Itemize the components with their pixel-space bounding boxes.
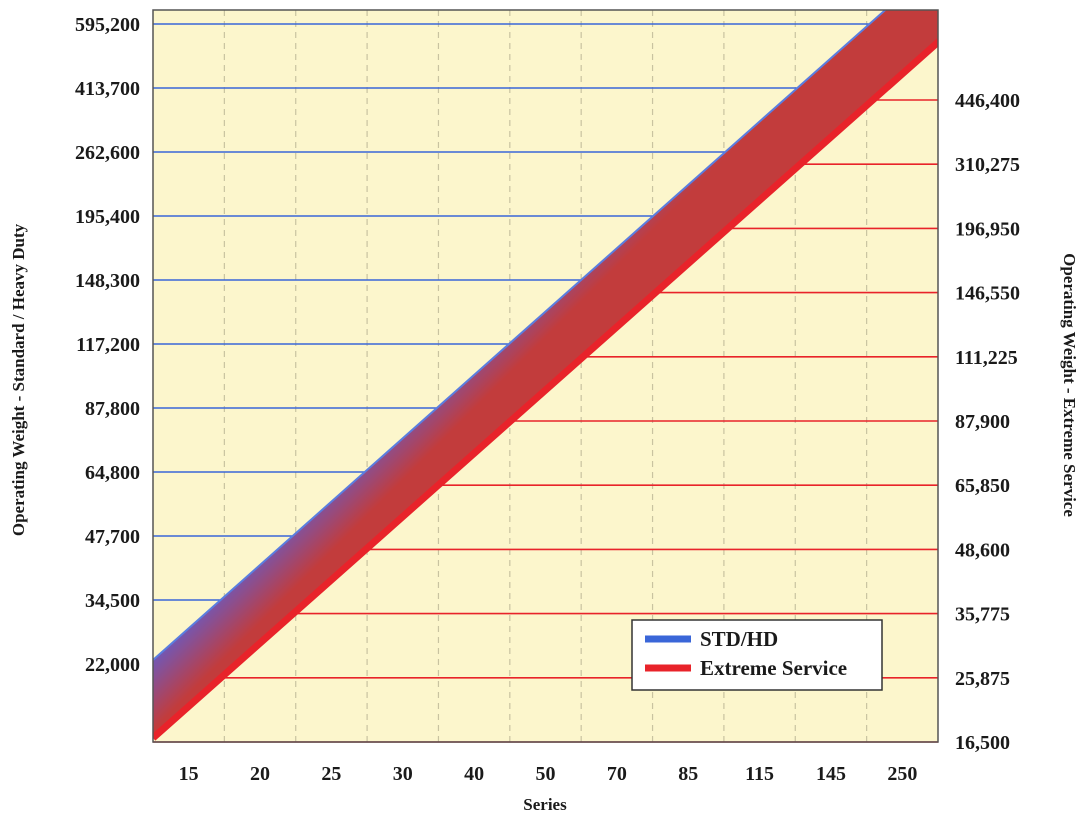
left-axis-ticks: 595,200 413,700 262,600 195,400 148,300 117,2… bbox=[75, 14, 140, 676]
right-tick-label: 16,500 bbox=[955, 732, 1010, 754]
right-tick-label: 446,400 bbox=[955, 90, 1020, 112]
right-tick-label: 35,775 bbox=[955, 604, 1010, 626]
x-tick-label: 145 bbox=[816, 763, 846, 785]
x-tick-label: 25 bbox=[321, 763, 341, 785]
x-tick-label: 50 bbox=[536, 763, 556, 785]
left-axis-title: Operating Weight - Standard / Heavy Duty bbox=[9, 223, 28, 536]
left-tick-label: 64,800 bbox=[85, 462, 140, 484]
legend-box bbox=[631, 619, 883, 691]
x-tick-label: 250 bbox=[887, 763, 917, 785]
right-tick-label: 146,550 bbox=[955, 283, 1020, 305]
right-axis-ticks: 446,400 310,275 196,950 146,550 111,225 87,90… bbox=[955, 90, 1020, 754]
right-tick-label: 310,275 bbox=[955, 154, 1020, 176]
std-hd-edge-line bbox=[153, 10, 887, 661]
std-hd-band bbox=[153, 10, 938, 736]
x-tick-label: 30 bbox=[393, 763, 413, 785]
right-tick-label: 48,600 bbox=[955, 539, 1010, 561]
extreme-service-line bbox=[153, 37, 938, 741]
legend-extreme-service-label: Extreme Service bbox=[700, 656, 847, 680]
right-tick-label: 87,900 bbox=[955, 411, 1010, 433]
legend-std-hd-label: STD/HD bbox=[700, 627, 778, 651]
left-tick-label: 195,400 bbox=[75, 206, 140, 228]
left-tick-label: 47,700 bbox=[85, 526, 140, 548]
left-tick-label: 262,600 bbox=[75, 142, 140, 164]
plot-border bbox=[152, 9, 939, 743]
right-tick-label: 65,850 bbox=[955, 475, 1010, 497]
left-tick-label: 117,200 bbox=[76, 334, 140, 356]
series-bands bbox=[153, 10, 938, 741]
x-tick-label: 15 bbox=[179, 763, 199, 785]
left-tick-label: 34,500 bbox=[85, 590, 140, 612]
left-tick-label: 413,700 bbox=[75, 78, 140, 100]
right-axis-title: Operating Weight - Extreme Service bbox=[1060, 253, 1079, 517]
x-axis-title: Series bbox=[523, 795, 567, 814]
left-tick-label: 595,200 bbox=[75, 14, 140, 36]
right-tick-label: 25,875 bbox=[955, 668, 1010, 690]
left-tick-label: 22,000 bbox=[85, 654, 140, 676]
legend: STD/HD Extreme Service bbox=[631, 619, 883, 691]
x-tick-label: 40 bbox=[464, 763, 484, 785]
right-tick-label: 111,225 bbox=[955, 347, 1018, 369]
x-tick-label: 115 bbox=[745, 763, 774, 785]
left-tick-label: 87,800 bbox=[85, 398, 140, 420]
x-tick-label: 85 bbox=[678, 763, 698, 785]
x-axis-ticks: 15 20 25 30 40 50 70 85 115 145 250 bbox=[179, 763, 918, 785]
x-tick-label: 70 bbox=[607, 763, 627, 785]
left-tick-label: 148,300 bbox=[75, 270, 140, 292]
right-tick-label: 196,950 bbox=[955, 218, 1020, 240]
x-tick-label: 20 bbox=[250, 763, 270, 785]
